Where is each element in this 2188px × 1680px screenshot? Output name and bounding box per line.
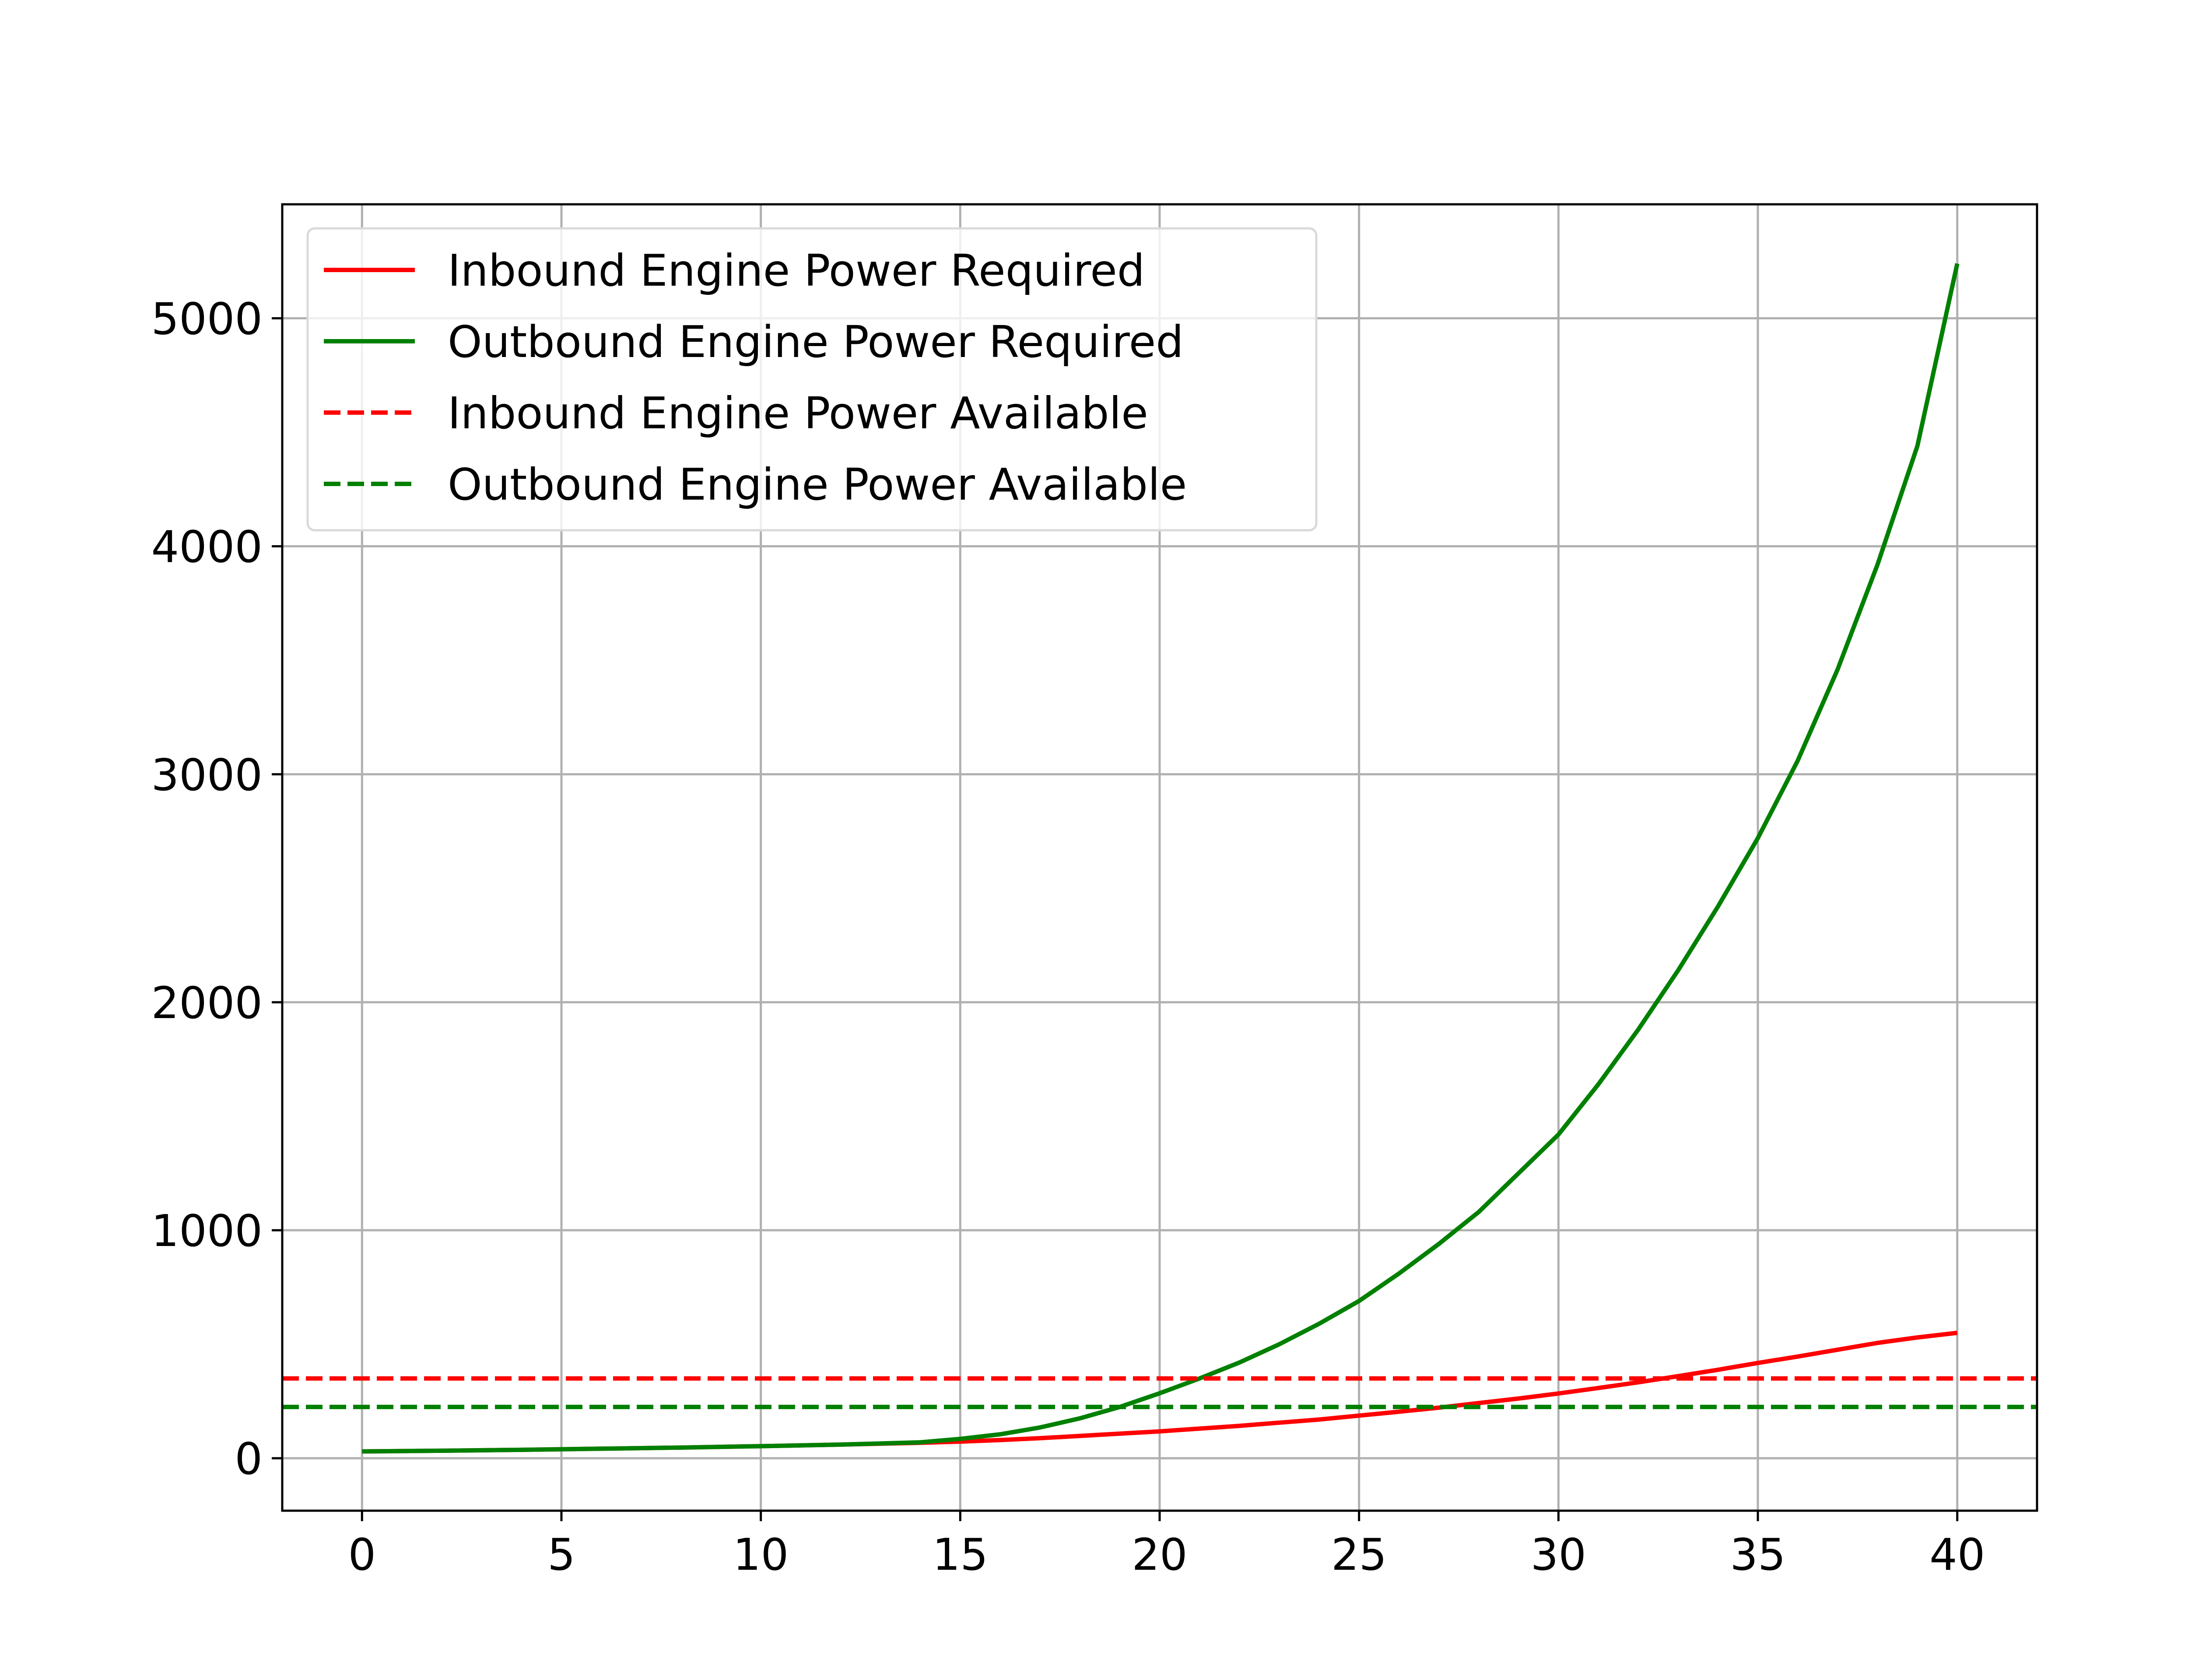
x-tick-label: 25 bbox=[1331, 1529, 1387, 1580]
legend-label: Outbound Engine Power Available bbox=[448, 459, 1187, 510]
x-tick-label: 10 bbox=[733, 1529, 789, 1580]
x-tick-label: 35 bbox=[1730, 1529, 1785, 1580]
y-tick-label: 0 bbox=[235, 1433, 263, 1484]
axis-ticks: 0 5 10 15 20 25 30 35 40 0 1000 2000 3000 4000 5000 bbox=[151, 294, 1985, 1580]
x-tick-label: 0 bbox=[348, 1529, 376, 1580]
y-tick-label: 5000 bbox=[151, 294, 263, 345]
x-tick-label: 15 bbox=[933, 1529, 988, 1580]
x-tick-label: 5 bbox=[547, 1529, 575, 1580]
y-tick-label: 1000 bbox=[151, 1205, 263, 1256]
legend-label: Inbound Engine Power Required bbox=[448, 245, 1145, 296]
x-tick-label: 40 bbox=[1929, 1529, 1985, 1580]
legend-label: Outbound Engine Power Required bbox=[448, 316, 1184, 368]
legend: Inbound Engine Power Required Outbound En… bbox=[306, 227, 1318, 532]
plot-series bbox=[282, 263, 2037, 1454]
y-tick-label: 2000 bbox=[151, 977, 263, 1029]
series-line-2 bbox=[362, 263, 1960, 1454]
legend-box bbox=[306, 227, 1318, 532]
legend-label: Inbound Engine Power Available bbox=[448, 388, 1148, 439]
y-tick-label: 4000 bbox=[151, 522, 263, 573]
x-tick-label: 20 bbox=[1132, 1529, 1187, 1580]
x-tick-label: 30 bbox=[1531, 1529, 1586, 1580]
y-tick-label: 3000 bbox=[151, 749, 263, 801]
